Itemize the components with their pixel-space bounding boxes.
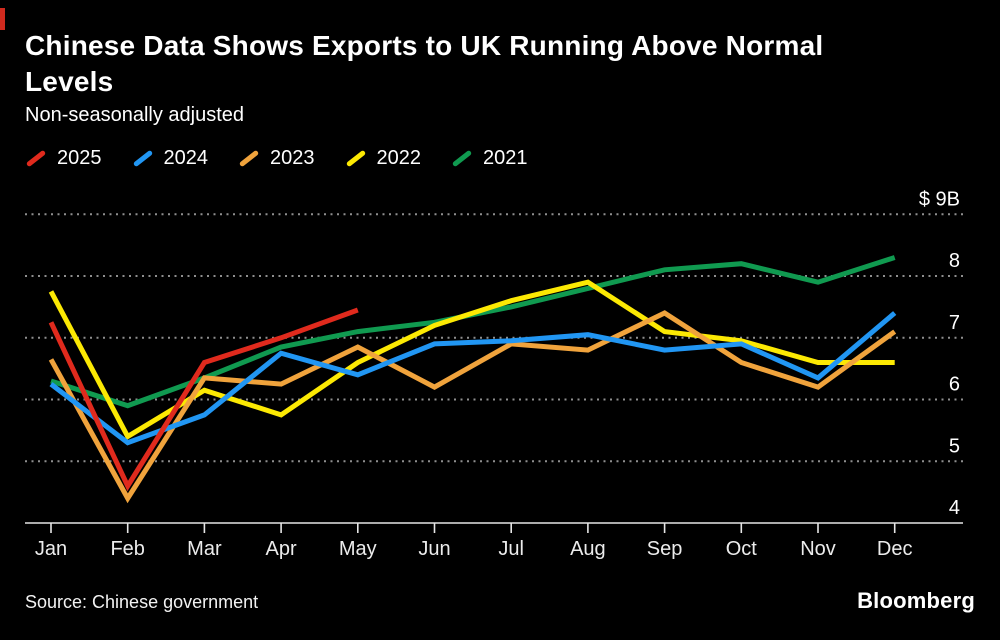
line-2024 [49, 311, 897, 446]
chart-svg: 4 5 6 7 8 $ 9B Jan Feb Mar Apr May Jun Jul Aug Sep Oct N… [25, 188, 963, 560]
legend-label: 2025 [57, 147, 102, 169]
legend-item-2023: 2023 [238, 147, 315, 170]
legend-swatch-icon [451, 149, 473, 168]
x-tick-label-Feb: Feb [110, 538, 144, 560]
x-tick-label-Jan: Jan [35, 538, 67, 560]
y-tick-label-4: 4 [949, 497, 960, 519]
legend-label: 2024 [163, 147, 209, 169]
legend-swatch-icon [345, 149, 366, 168]
x-tick-label-Oct: Oct [726, 538, 758, 560]
chart-title: Chinese Data Shows Exports to UK Running… [25, 30, 824, 98]
y-tick-label-6: 6 [949, 374, 960, 396]
x-tick-label-Sep: Sep [647, 538, 683, 560]
x-tick-label-May: May [339, 538, 377, 560]
line-2023 [48, 310, 897, 504]
legend-swatch-icon [25, 149, 47, 168]
legend-item-2022: 2022 [345, 147, 422, 170]
x-tick-label-Mar: Mar [187, 538, 222, 560]
legend-label: 2021 [483, 147, 528, 169]
line-2025 [48, 307, 359, 492]
x-tick-label-Dec: Dec [877, 538, 913, 560]
legend-swatch-icon [238, 149, 260, 168]
legend-item-2021: 2021 [451, 147, 528, 170]
legend: 2025 2024 2023 2022 2021 [25, 147, 528, 170]
x-tick-label-Apr: Apr [266, 538, 297, 560]
legend-item-2025: 2025 [25, 147, 102, 170]
x-tick-label-Aug: Aug [570, 538, 606, 560]
chart-area: 4 5 6 7 8 $ 9B Jan Feb Mar Apr May Jun Jul Aug Sep Oct N… [0, 182, 1000, 582]
legend-label: 2023 [270, 147, 315, 169]
source-note: Source: Chinese government [25, 592, 259, 612]
bloomberg-logo: Bloomberg [857, 588, 975, 613]
line-2022 [48, 279, 895, 441]
legend-item-2024: 2024 [132, 147, 209, 170]
legend-label: 2022 [376, 147, 422, 169]
line-2021 [50, 255, 896, 409]
y-tick-label-9: $ 9B [919, 188, 960, 210]
y-tick-label-8: 8 [949, 250, 960, 272]
chart-subtitle: Non-seasonally adjusted [25, 104, 245, 126]
x-tick-label-Jun: Jun [418, 538, 450, 560]
y-tick-label-5: 5 [949, 435, 960, 457]
y-tick-label-7: 7 [949, 312, 960, 334]
legend-swatch-icon [132, 149, 153, 168]
x-tick-label-Nov: Nov [800, 538, 836, 560]
x-tick-label-Jul: Jul [498, 538, 524, 560]
corner-accent-mark [0, 8, 5, 30]
